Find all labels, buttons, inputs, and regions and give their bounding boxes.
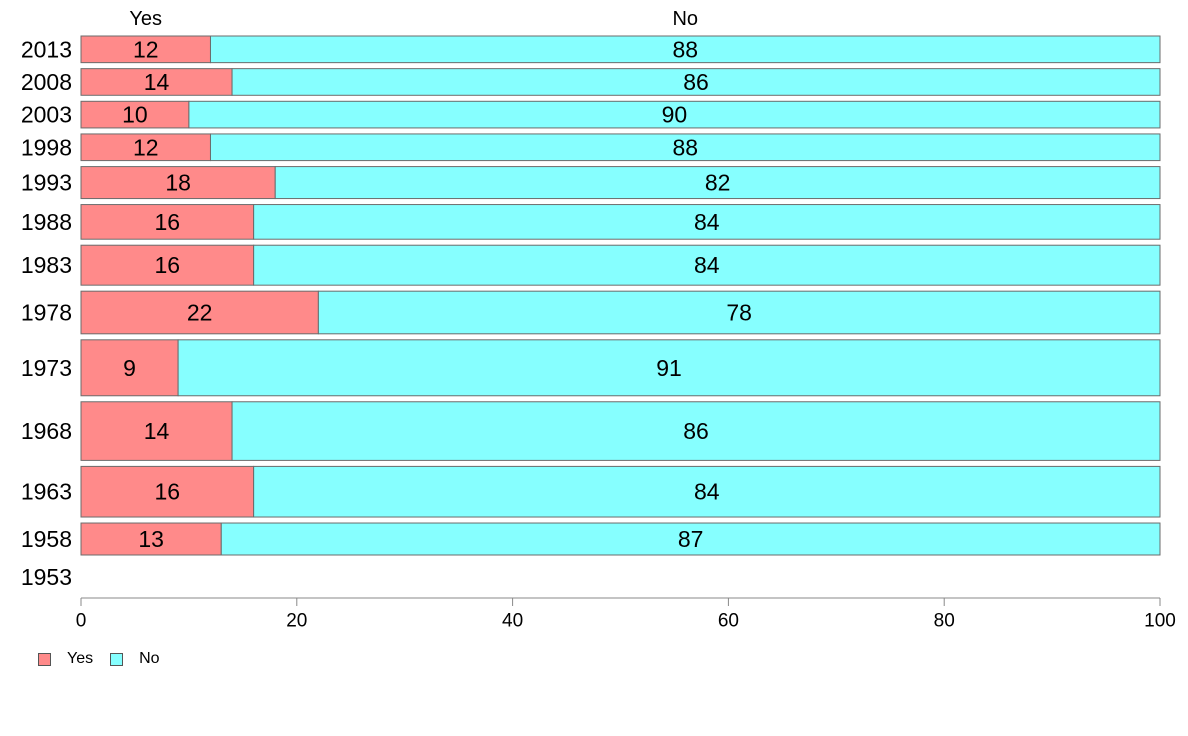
data-label-yes-1963: 16 (155, 479, 181, 505)
category-label-1973: 1973 (21, 355, 72, 381)
data-label-yes-2008: 14 (144, 69, 170, 95)
data-label-yes-1988: 16 (155, 209, 181, 235)
category-label-1983: 1983 (21, 252, 72, 278)
column-header-no: No (672, 8, 698, 30)
data-label-no-2003: 90 (662, 102, 688, 128)
bar-no-1993 (274, 166, 1161, 200)
data-label-no-1963: 84 (694, 479, 720, 505)
x-tick-label-80: 80 (934, 611, 955, 632)
bar-no-1978 (317, 290, 1161, 335)
bar-yes-2013 (80, 35, 211, 64)
data-label-yes-2013: 12 (133, 36, 159, 62)
data-label-no-1988: 84 (694, 209, 720, 235)
bar-no-2008 (231, 68, 1161, 96)
legend-item-no: No (110, 650, 160, 668)
legend-item-yes: Yes (38, 650, 93, 668)
bar-no-1968 (231, 401, 1161, 461)
data-label-yes-1958: 13 (138, 526, 164, 552)
bar-no-1958 (220, 522, 1161, 556)
data-label-no-2013: 88 (672, 36, 698, 62)
legend-label-no: No (139, 650, 160, 667)
column-header-yes: Yes (129, 8, 162, 30)
category-label-2003: 2003 (21, 102, 72, 128)
category-label-1988: 1988 (21, 209, 72, 235)
category-label-2013: 2013 (21, 36, 72, 62)
x-tick-label-100: 100 (1144, 611, 1176, 632)
data-label-yes-1983: 16 (155, 252, 181, 278)
category-label-1993: 1993 (21, 170, 72, 196)
category-label-1968: 1968 (21, 418, 72, 444)
legend-swatch-no (110, 652, 124, 666)
bar-yes-1963 (80, 465, 255, 518)
x-tick-label-0: 0 (76, 611, 87, 632)
data-label-no-1968: 86 (683, 418, 709, 444)
bar-yes-1968 (80, 401, 233, 461)
bar-yes-1958 (80, 522, 222, 556)
bar-no-2013 (209, 35, 1161, 64)
data-label-yes-1998: 12 (133, 134, 159, 160)
data-label-no-1998: 88 (672, 134, 698, 160)
legend: Yes No (38, 650, 177, 668)
bar-yes-1998 (80, 133, 211, 162)
legend-label-yes: Yes (67, 650, 94, 667)
x-tick-label-60: 60 (718, 611, 739, 632)
bar-no-2003 (188, 100, 1161, 129)
bar-no-1963 (253, 465, 1161, 518)
data-label-yes-1993: 18 (165, 170, 191, 196)
x-tick-label-40: 40 (502, 611, 523, 632)
category-label-1958: 1958 (21, 526, 72, 552)
data-label-no-1958: 87 (678, 526, 704, 552)
data-label-yes-1973: 9 (123, 355, 136, 381)
data-label-no-1993: 82 (705, 170, 731, 196)
bar-yes-1983 (80, 244, 255, 286)
bar-no-1998 (209, 133, 1161, 162)
data-label-no-1978: 78 (726, 299, 752, 325)
bar-no-1973 (177, 339, 1161, 397)
data-label-yes-1968: 14 (144, 418, 170, 444)
category-label-1963: 1963 (21, 479, 72, 505)
bar-no-1988 (253, 204, 1161, 240)
data-label-no-1983: 84 (694, 252, 720, 278)
category-label-1978: 1978 (21, 299, 72, 325)
bar-yes-1973 (80, 339, 179, 397)
category-label-1953: 1953 (21, 564, 72, 590)
legend-swatch-yes (38, 652, 51, 666)
bar-yes-2003 (80, 100, 190, 129)
data-label-no-2008: 86 (683, 69, 709, 95)
bar-yes-2008 (80, 68, 233, 96)
data-label-yes-2003: 10 (122, 102, 148, 128)
data-label-yes-1978: 22 (187, 299, 213, 325)
data-label-no-1973: 91 (656, 355, 682, 381)
x-tick-label-20: 20 (286, 611, 307, 632)
category-label-2008: 2008 (21, 69, 72, 95)
bar-yes-1993 (80, 166, 276, 200)
category-label-1998: 1998 (21, 134, 72, 160)
bar-no-1983 (253, 244, 1161, 286)
